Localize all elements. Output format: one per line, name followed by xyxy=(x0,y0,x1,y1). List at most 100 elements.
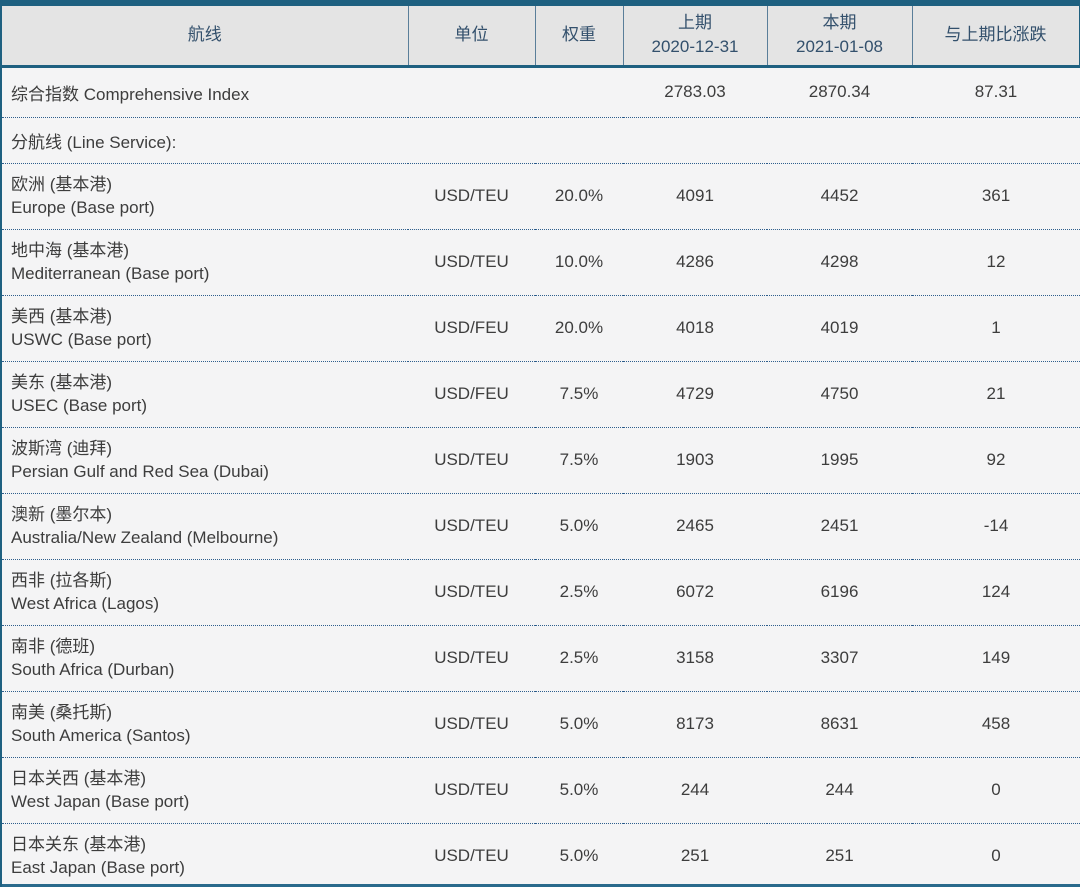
route-weight-cell: 5.0% xyxy=(535,756,623,823)
header-weight-label: 权重 xyxy=(562,25,596,45)
route-weight-cell: 10.0% xyxy=(535,228,623,295)
route-unit-cell: USD/TEU xyxy=(408,162,535,229)
route-weight-cell: 20.0% xyxy=(535,294,623,361)
route-label-cell: 西非 (拉各斯) West Africa (Lagos) xyxy=(2,558,408,625)
route-weight-cell: 5.0% xyxy=(535,492,623,559)
route-name-en: USEC (Base port) xyxy=(11,396,148,415)
route-label-cell: 南美 (桑托斯) South America (Santos) xyxy=(2,690,408,757)
route-previous-cell: 4091 xyxy=(623,162,767,229)
route-name-en: Mediterranean (Base port) xyxy=(11,264,210,283)
route-row: 日本关西 (基本港) West Japan (Base port) USD/TE… xyxy=(2,756,1080,823)
route-row: 地中海 (基本港) Mediterranean (Base port) USD/… xyxy=(2,228,1080,295)
route-change-cell: 0 xyxy=(912,756,1080,823)
table-top-border xyxy=(2,0,1080,6)
route-name-en: Persian Gulf and Red Sea (Dubai) xyxy=(11,462,269,481)
route-unit-cell: USD/TEU xyxy=(408,558,535,625)
route-unit-cell: USD/TEU xyxy=(408,228,535,295)
route-unit-cell: USD/TEU xyxy=(408,756,535,823)
route-name-en: USWC (Base port) xyxy=(11,330,152,349)
header-weight: 权重 xyxy=(534,6,623,68)
route-name-zh: 日本关东 (基本港) xyxy=(11,835,147,855)
freight-index-table: 航线 单位 权重 上期 2020-12-31 本期 2021-01-08 与上期 xyxy=(2,6,1080,887)
route-name-zh: 欧洲 (基本港) xyxy=(11,175,113,194)
route-previous-cell: 4286 xyxy=(623,228,767,295)
header-previous: 上期 2020-12-31 xyxy=(622,6,767,68)
route-current-cell: 3307 xyxy=(767,624,912,691)
route-row: 欧洲 (基本港) Europe (Base port) USD/TEU 20.0… xyxy=(2,162,1080,229)
route-current-cell: 4750 xyxy=(767,360,912,427)
route-change-cell: 12 xyxy=(912,228,1080,295)
route-current-cell: 4019 xyxy=(767,294,912,361)
route-previous-cell: 2465 xyxy=(623,492,767,559)
route-change-cell: 124 xyxy=(912,558,1080,625)
route-change-cell: 92 xyxy=(912,426,1080,493)
route-weight-cell: 7.5% xyxy=(535,426,623,493)
route-change-cell: 458 xyxy=(912,690,1080,757)
header-current-date: 2021-01-08 xyxy=(796,37,883,57)
route-name-zh: 美东 (基本港) xyxy=(11,373,113,392)
route-row: 波斯湾 (迪拜) Persian Gulf and Red Sea (Dubai… xyxy=(2,426,1080,493)
section-label: 分航线 (Line Service): xyxy=(2,116,1080,163)
route-weight-cell: 2.5% xyxy=(535,558,623,625)
route-weight-cell: 20.0% xyxy=(535,162,623,229)
table-bottom-border xyxy=(2,884,1080,887)
route-previous-cell: 244 xyxy=(623,756,767,823)
summary-previous: 2783.03 xyxy=(623,66,767,117)
route-previous-cell: 4018 xyxy=(623,294,767,361)
route-current-cell: 2451 xyxy=(767,492,912,559)
route-label-cell: 地中海 (基本港) Mediterranean (Base port) xyxy=(2,228,408,295)
route-weight-cell: 7.5% xyxy=(535,360,623,427)
header-previous-label: 上期 xyxy=(678,13,712,33)
table-body: 综合指数 Comprehensive Index 2783.03 2870.34… xyxy=(2,66,1080,887)
route-name-zh: 南美 (桑托斯) xyxy=(11,703,113,722)
route-label-cell: 澳新 (墨尔本) Australia/New Zealand (Melbourn… xyxy=(2,492,408,559)
header-route-label: 航线 xyxy=(187,25,222,45)
route-previous-cell: 4729 xyxy=(623,360,767,427)
route-name-zh: 美西 (基本港) xyxy=(11,307,113,326)
route-name-en: South America (Santos) xyxy=(11,726,191,745)
route-row: 南美 (桑托斯) South America (Santos) USD/TEU … xyxy=(2,690,1080,757)
route-current-cell: 244 xyxy=(767,756,912,823)
route-current-cell: 8631 xyxy=(767,690,912,757)
summary-current: 2870.34 xyxy=(767,66,912,117)
header-change: 与上期比涨跌 xyxy=(911,6,1080,68)
route-name-zh: 西非 (拉各斯) xyxy=(11,571,113,590)
route-previous-cell: 8173 xyxy=(623,690,767,757)
header-change-label: 与上期比涨跌 xyxy=(944,25,1047,45)
route-previous-cell: 6072 xyxy=(623,558,767,625)
header-row: 航线 单位 权重 上期 2020-12-31 本期 2021-01-08 与上期 xyxy=(2,6,1080,68)
route-weight-cell: 5.0% xyxy=(535,690,623,757)
summary-change: 87.31 xyxy=(912,66,1080,117)
route-current-cell: 6196 xyxy=(767,558,912,625)
route-previous-cell: 3158 xyxy=(623,624,767,691)
route-unit-cell: USD/TEU xyxy=(408,822,535,887)
route-change-cell: 21 xyxy=(912,360,1080,427)
route-unit-cell: USD/FEU xyxy=(408,360,535,427)
route-change-cell: 1 xyxy=(912,294,1080,361)
summary-unit xyxy=(408,66,535,117)
route-previous-cell: 251 xyxy=(623,822,767,887)
route-name-en: West Japan (Base port) xyxy=(11,792,190,811)
route-current-cell: 251 xyxy=(767,822,912,887)
route-name-en: West Africa (Lagos) xyxy=(11,594,160,613)
route-name-zh: 澳新 (墨尔本) xyxy=(11,505,113,524)
route-name-zh: 波斯湾 (迪拜) xyxy=(11,439,113,458)
section-row: 分航线 (Line Service): xyxy=(2,116,1080,163)
route-change-cell: 361 xyxy=(912,162,1080,229)
header-unit: 单位 xyxy=(407,6,535,68)
header-unit-label: 单位 xyxy=(454,25,489,45)
route-label-cell: 南非 (德班) South Africa (Durban) xyxy=(2,624,408,691)
route-row: 美东 (基本港) USEC (Base port) USD/FEU 7.5% 4… xyxy=(2,360,1080,427)
route-label-cell: 日本关东 (基本港) East Japan (Base port) xyxy=(2,822,408,887)
route-current-cell: 1995 xyxy=(767,426,912,493)
header-previous-date: 2020-12-31 xyxy=(651,37,739,57)
route-name-en: Australia/New Zealand (Melbourne) xyxy=(11,528,279,547)
summary-label: 综合指数 Comprehensive Index xyxy=(2,66,408,117)
route-name-en: East Japan (Base port) xyxy=(11,858,185,878)
route-previous-cell: 1903 xyxy=(623,426,767,493)
route-row: 澳新 (墨尔本) Australia/New Zealand (Melbourn… xyxy=(2,492,1080,559)
route-unit-cell: USD/TEU xyxy=(408,426,535,493)
route-name-zh: 日本关西 (基本港) xyxy=(11,769,147,788)
route-current-cell: 4298 xyxy=(767,228,912,295)
header-route: 航线 xyxy=(2,6,408,68)
